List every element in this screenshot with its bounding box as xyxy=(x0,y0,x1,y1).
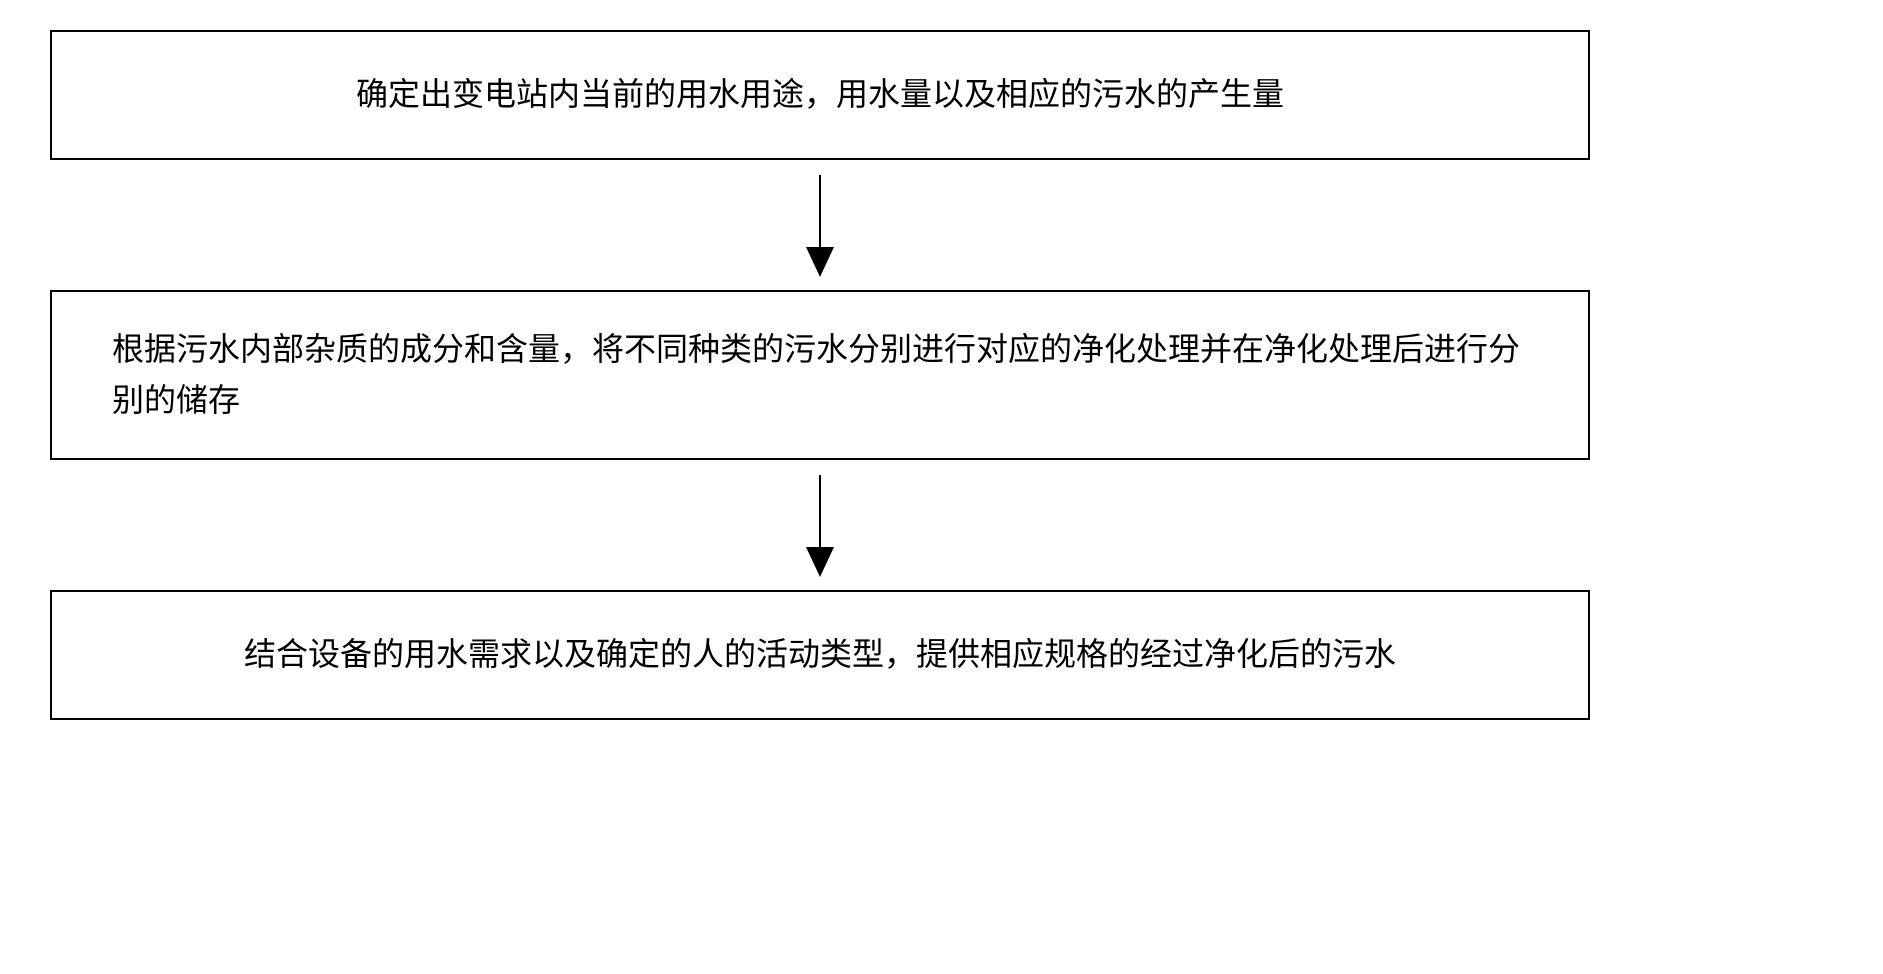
node-text: 结合设备的用水需求以及确定的人的活动类型，提供相应规格的经过净化后的污水 xyxy=(244,629,1396,680)
flowchart-node-step2: 根据污水内部杂质的成分和含量，将不同种类的污水分别进行对应的净化处理并在净化处理… xyxy=(50,290,1590,460)
arrow-container-1 xyxy=(50,160,1590,290)
arrow-down-icon xyxy=(819,175,821,275)
arrow-down-icon xyxy=(819,475,821,575)
node-text: 确定出变电站内当前的用水用途，用水量以及相应的污水的产生量 xyxy=(356,69,1284,120)
flowchart-container: 确定出变电站内当前的用水用途，用水量以及相应的污水的产生量 根据污水内部杂质的成… xyxy=(50,30,1590,720)
arrow-container-2 xyxy=(50,460,1590,590)
node-text: 根据污水内部杂质的成分和含量，将不同种类的污水分别进行对应的净化处理并在净化处理… xyxy=(112,324,1528,426)
flowchart-node-step1: 确定出变电站内当前的用水用途，用水量以及相应的污水的产生量 xyxy=(50,30,1590,160)
flowchart-node-step3: 结合设备的用水需求以及确定的人的活动类型，提供相应规格的经过净化后的污水 xyxy=(50,590,1590,720)
